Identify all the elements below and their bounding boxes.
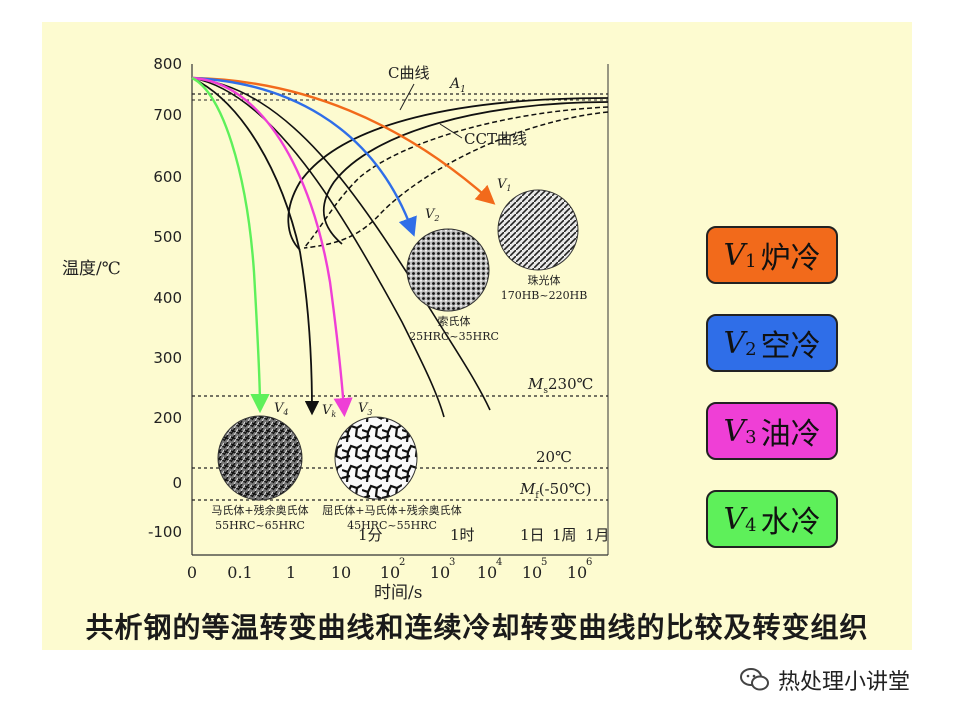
x-tick-label: 0: [187, 563, 197, 582]
troostite-name: 屈氏体+马氏体+残余奥氏体: [322, 503, 461, 517]
legend-symbol: V: [723, 501, 746, 537]
cct-curve-label: CCT曲线: [464, 130, 527, 148]
time-unit-minute: 1分: [358, 526, 383, 544]
x-tick-label: 0.1: [227, 563, 252, 582]
troostite-hardness: 45HRC~55HRC: [347, 519, 437, 532]
y-tick-label: 500: [153, 228, 182, 246]
x-axis-title: 时间/s: [374, 583, 422, 603]
pearlite-name: 珠光体: [528, 273, 561, 287]
y-tick-label: 800: [153, 55, 182, 73]
legend-label: 炉冷: [760, 241, 821, 276]
cct-curve-leader: [439, 123, 463, 139]
twenty-degree-label: 20℃: [536, 448, 572, 466]
sorbite-hardness: 25HRC~35HRC: [409, 330, 499, 343]
x-time-units: 1分 1时 1日 1周 1月: [358, 526, 610, 544]
v4-curve-label: V4: [274, 401, 288, 417]
legend-oil-cooling: V 3 油冷: [706, 402, 838, 460]
y-tick-label: -100: [148, 523, 182, 541]
x-tick-exponents: 2 3 4 5 6: [399, 557, 592, 568]
c-curve-finish: [322, 101, 609, 245]
figure-caption: 共析钢的等温转变曲线和连续冷却转变曲线的比较及转变组织: [85, 611, 869, 644]
v2-curve-label: V2: [425, 207, 439, 223]
legend-furnace-cooling: V 1 炉冷: [706, 226, 838, 284]
legend-subscript: 3: [745, 426, 757, 448]
pearlite-hardness: 170HB~220HB: [501, 289, 588, 302]
legend-water-cooling: V 4 水冷: [706, 490, 838, 548]
martensite-name: 马氏体+残余奥氏体: [211, 503, 308, 517]
cct-curve-start: [303, 106, 609, 249]
cct-curve-finish: [303, 111, 609, 249]
x-ticks: 0 0.1 1 10 10 10 10 10 10: [187, 563, 587, 582]
time-unit-week: 1周: [552, 526, 577, 544]
watermark: 热处理小讲堂: [740, 664, 910, 696]
y-tick-label: 700: [153, 106, 182, 124]
x-tick-label: 10: [567, 563, 587, 582]
y-ticks: 800 700 600 500 400 300 200 100 0 -100: [148, 55, 182, 541]
x-tick-label: 10: [477, 563, 497, 582]
y-tick-label: 300: [153, 349, 182, 367]
x-tick-exponent: 4: [496, 557, 502, 568]
martensite-hardness: 55HRC~65HRC: [215, 519, 305, 532]
cooling-curve-v3: [191, 76, 353, 418]
legend-label: 空冷: [760, 329, 821, 364]
x-tick-exponent: 2: [399, 557, 405, 568]
critical-cooling-curve: [191, 77, 320, 416]
x-tick-exponent: 3: [449, 557, 455, 568]
legend-symbol: V: [723, 413, 746, 449]
mf-label: Mf(-50℃): [519, 480, 591, 501]
ms-label: Ms230℃: [527, 375, 593, 396]
pearlite-micrograph: [497, 189, 579, 271]
legend-subscript: 2: [745, 338, 757, 360]
a1-label: A1: [448, 76, 466, 95]
legend-label: 水冷: [760, 505, 821, 540]
c-curve-label: C曲线: [388, 64, 429, 82]
x-tick-exponent: 6: [586, 557, 592, 568]
v3-curve-label: V3: [358, 401, 372, 417]
y-tick-label: 0: [172, 474, 182, 492]
legend-subscript: 4: [745, 514, 757, 536]
legend-label: 油冷: [760, 417, 821, 452]
legend-symbol: V: [723, 325, 746, 361]
y-tick-label: 400: [153, 289, 182, 307]
y-tick-label: 600: [153, 168, 182, 186]
legend-subscript: 1: [745, 250, 757, 272]
cooling-curve-black-a: [191, 77, 445, 418]
martensite-micrograph: [217, 415, 303, 501]
x-tick-label: 10: [522, 563, 542, 582]
cooling-curve-v1: [191, 76, 496, 205]
x-tick-label: 1: [286, 563, 296, 582]
cooling-curve-v4: [191, 76, 270, 414]
ttt-cct-diagram: 800 700 600 500 400 300 200 100 0 -100 温…: [62, 55, 610, 603]
troostite-micrograph: [334, 416, 418, 500]
time-unit-hour: 1时: [450, 526, 475, 544]
vk-curve-label: Vk: [322, 403, 336, 419]
sorbite-micrograph: [406, 228, 490, 312]
x-tick-label: 10: [430, 563, 450, 582]
v1-curve-label: V1: [497, 177, 511, 193]
cooling-curve-black-b: [191, 77, 491, 411]
sorbite-name: 索氏体: [438, 314, 471, 328]
chat-bubbles-icon: [740, 668, 769, 691]
x-tick-exponent: 5: [541, 557, 547, 568]
watermark-text: 热处理小讲堂: [778, 670, 911, 695]
x-tick-label: 10: [331, 563, 351, 582]
time-unit-day: 1日: [520, 526, 545, 544]
legend-air-cooling: V 2 空冷: [706, 314, 838, 372]
y-axis-title: 温度/℃: [62, 259, 121, 279]
time-unit-month: 1月: [585, 526, 610, 544]
y-tick-label: 200: [153, 409, 182, 427]
c-curve-leader: [399, 83, 415, 111]
c-curve-start: [287, 97, 609, 251]
legend-symbol: V: [723, 237, 746, 273]
cooling-curve-v2: [191, 76, 417, 237]
x-tick-label: 10: [380, 563, 400, 582]
